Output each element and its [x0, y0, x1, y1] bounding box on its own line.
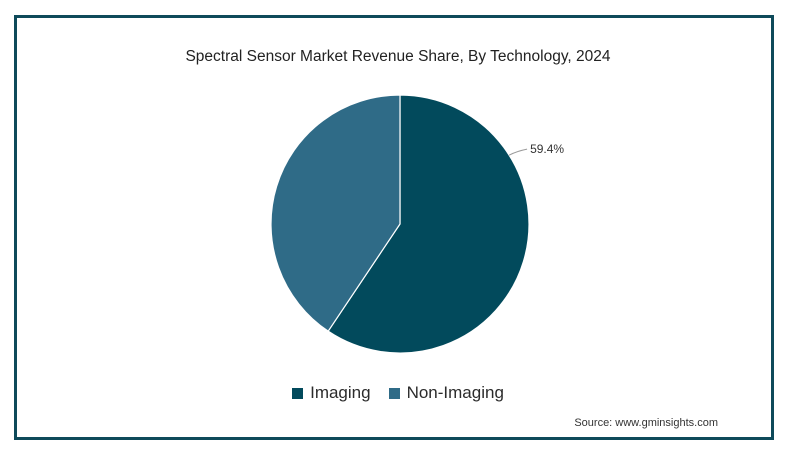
source-note: Source: www.gminsights.com [574, 417, 718, 429]
pie-slice-non-imaging [270, 94, 401, 332]
legend-item-imaging: Imaging [292, 383, 371, 403]
legend-swatch-imaging [292, 387, 304, 399]
legend-item-non-imaging: Non-Imaging [388, 383, 504, 403]
legend-label-imaging: Imaging [310, 383, 371, 402]
legend: Imaging Non-Imaging [0, 383, 796, 403]
data-label-imaging: 59.4% [530, 142, 564, 156]
chart-title: Spectral Sensor Market Revenue Share, By… [185, 48, 611, 65]
data-label-leader-line [508, 148, 528, 156]
legend-swatch-non-imaging [388, 387, 400, 399]
legend-label-non-imaging: Non-Imaging [406, 383, 504, 402]
pie-slice-imaging [327, 94, 530, 354]
